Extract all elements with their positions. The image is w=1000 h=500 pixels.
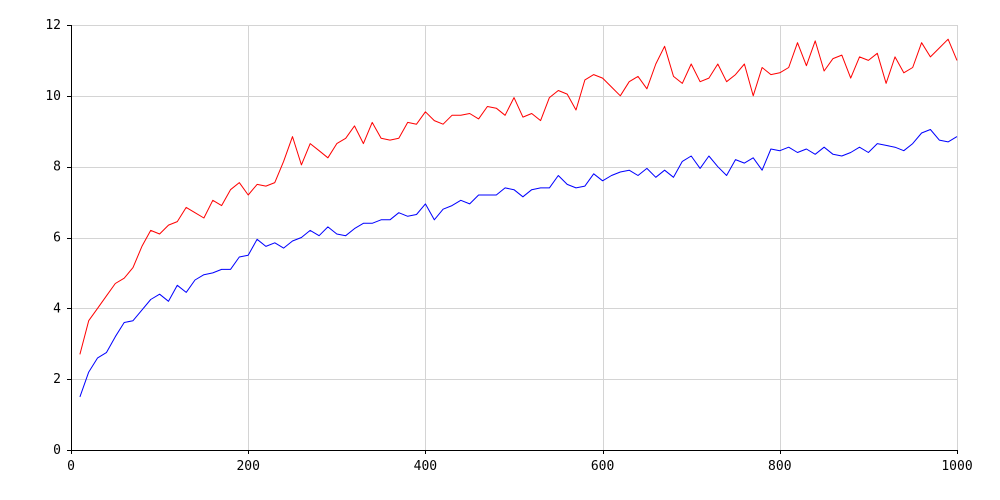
series-lines <box>79 38 958 398</box>
y-tick-label: 6 <box>53 231 61 246</box>
y-tick-label: 0 <box>53 443 61 458</box>
tick-labels: 0 200 400 600 800 1000 0 2 4 6 8 10 12 <box>45 18 972 474</box>
y-tick-label: 12 <box>45 18 61 33</box>
axes <box>67 25 958 454</box>
x-tick-label: 200 <box>236 459 259 474</box>
x-tick-label: 1000 <box>941 459 972 474</box>
y-tick-label: 8 <box>53 160 61 175</box>
series-line-2 <box>79 129 958 398</box>
x-tick-label: 800 <box>768 459 791 474</box>
x-tick-label: 0 <box>67 459 75 474</box>
y-tick-label: 4 <box>53 301 61 316</box>
x-tick-label: 400 <box>414 459 437 474</box>
x-tick-label: 600 <box>591 459 614 474</box>
y-tick-label: 10 <box>45 89 61 104</box>
y-tick-label: 2 <box>53 372 61 387</box>
grid <box>71 25 958 450</box>
series-line-1 <box>79 38 958 355</box>
